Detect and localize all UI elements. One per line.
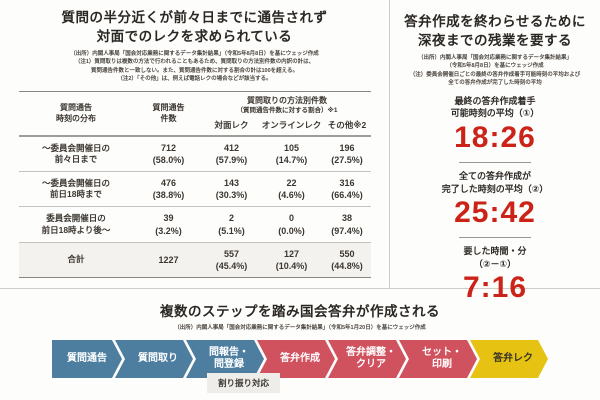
cell-in-person: 143 (30.3%) [215,178,248,201]
cell-online: 105 (14.7%) [275,142,308,166]
cell-total: 39 (3.2%) [155,213,182,236]
cell-online: 127 (10.4%) [275,248,308,271]
row-label: ～委員会開催日の 前々日まで [41,142,110,165]
stat-finish-time: 全ての答弁作成が 完了した時刻の平均（②） 25:42 [390,170,600,229]
stat-finish-time-value: 25:42 [454,196,536,230]
right-note-2: 全ての答弁作成が完了した時刻の平均 [448,80,542,87]
cell-online: 0 (0.0%) [278,213,305,236]
cell-online: 22 (4.6%) [278,178,305,201]
cell-other: 196 (27.5%) [331,142,363,166]
right-title-line2: 深夜までの残業を要する [418,32,572,48]
stat-start-time-value: 18:26 [454,121,536,155]
cell-other: 316 (66.4%) [331,178,363,201]
left-note-1: （注1）質問取りは複数の方法で行われることもあるため、質問取りの方法別件数の内訳… [74,59,315,66]
table-row-total: 合計 1227 557 (45.4%) 127 (10.4%) 550 (44.8%) [18,242,371,277]
cell-in-person: 2 (5.1%) [218,213,245,236]
header-other: その他※2 [327,120,367,131]
table-row: 委員会開催日の 前日18時より後～ 39 (3.2%) 2 (5.1%) 0 (0.0… [18,207,371,243]
right-title-line1: 答弁作成を終わらせるために [404,14,586,29]
flow-step-report-registration: 問報告・ 問登録 [186,340,264,378]
left-note-3: （注2）「その他」は、例えば電話レクの場合などが該当する。 [117,76,272,83]
header-in-person: 対面レク [214,120,249,131]
left-panel-title: 質問の半分近くが前々日までに通告されず 対面でのレクを求められている [0,9,389,47]
flow-section: 複数のステップを踏み国会答弁が作成される （出所）内閣人事局「国会対応業務に関す… [0,289,600,399]
flow-step-answer-drafting: 答弁作成 [257,340,335,378]
header-notification-count: 質問通告 件数 [152,103,185,123]
process-flow: 質問通告 質問取り 問報告・ 問登録 答弁作成 答弁調整・ クリア セット・ 印刷 答… [52,340,548,378]
stat-duration-value: 7:16 [462,271,528,305]
top-section: 質問の半分近くが前々日までに通告されず 対面でのレクを求められている （出所）内… [0,0,600,304]
flow-title: 複数のステップを踏み国会答弁が作成される [160,304,440,319]
flow-step-notification: 質問通告 [52,340,122,378]
overtime-panel: 答弁作成を終わらせるために 深夜までの残業を要する （出所）内閣人事局「国会対応… [390,0,600,304]
right-panel-title: 答弁作成を終わらせるために 深夜までの残業を要する [390,13,600,51]
flow-step-set-print: セット・ 印刷 [399,340,477,378]
stat-start-time: 最終の答弁作成着手 可能時刻の平均（①） 18:26 [390,95,600,154]
flow-step-question-taking: 質問取り [115,340,193,378]
header-time-distribution: 質問通告 時刻の分布 [56,103,96,123]
right-panel-notes: （出所）内閣人事局「国会対応業務に関するデータ集計結果」 （令和5年8月8日）を… [390,54,600,88]
flow-sub-label-assignment: 割り振り対応 [207,373,281,393]
table-header: 質問通告 時刻の分布 質問通告 件数 質問取りの方法別件数 （質問通告件数に対す… [18,92,371,137]
stat-duration: 要した時間・分 （②－①） 7:16 [390,245,600,304]
row-label: ～委員会開催日の 前日18時まで [41,177,110,200]
flow-source: （出所）内閣人事局「国会対応業務に関するデータ集計結果」（令和5年1月20日）を… [174,325,426,331]
header-method-group: 質問取りの方法別件数 （質問通告件数に対する割合）※1 [236,95,338,114]
row-label: 合計 [67,254,85,265]
notification-table: 質問通告 時刻の分布 質問通告 件数 質問取りの方法別件数 （質問通告件数に対す… [18,90,371,278]
cell-in-person: 412 (57.9%) [215,142,248,166]
flow-step-adjustment-clearance: 答弁調整・ クリア [328,340,406,378]
cell-other: 38 (97.4%) [331,213,363,236]
notification-panel: 質問の半分近くが前々日までに通告されず 対面でのレクを求められている （出所）内… [0,0,390,288]
table-row: ～委員会開催日の 前々日まで 712 (58.0%) 412 (57.9%) 105… [18,137,371,173]
stat-divider [459,237,531,239]
right-note-source: （出所）内閣人事局「国会対応業務に関するデータ集計結果」 [417,54,572,61]
row-label: 委員会開催日の 前日18時より後～ [41,213,111,235]
cell-in-person: 557 (45.4%) [215,248,248,271]
right-note-1: （注）委員会開催日ごとの最終の答弁作成着手可能時刻の平均および [409,71,581,78]
stat-divider [459,162,531,164]
left-panel-notes: （出所）内閣人事局「国会対応業務に関するデータ集計結果」（令和5年8月8日）を基… [0,50,389,84]
cell-other: 550 (44.8%) [331,248,363,271]
cell-total: 1227 [158,254,179,265]
left-note-source: （出所）内閣人事局「国会対応業務に関するデータ集計結果」（令和5年8月8日）を基… [70,50,319,57]
left-note-2: 質問通告件数と一致しない。また、質問通告件数に対する割合の計は100を超える。 [90,67,298,74]
left-title-line2: 対面でのレクを求められている [96,28,293,44]
header-online: オンラインレク [261,120,322,131]
flow-step-answer-briefing: 答弁レク [470,340,548,378]
cell-total: 476 (38.8%) [152,178,185,201]
left-title-line1: 質問の半分近くが前々日までに通告されず [61,10,328,25]
table-row: ～委員会開催日の 前日18時まで 476 (38.8%) 143 (30.3%) 2… [18,172,371,208]
cell-total: 712 (58.0%) [152,142,185,166]
right-note-source2: （令和5年8月8日）を基にウェッジ作成 [446,63,544,70]
